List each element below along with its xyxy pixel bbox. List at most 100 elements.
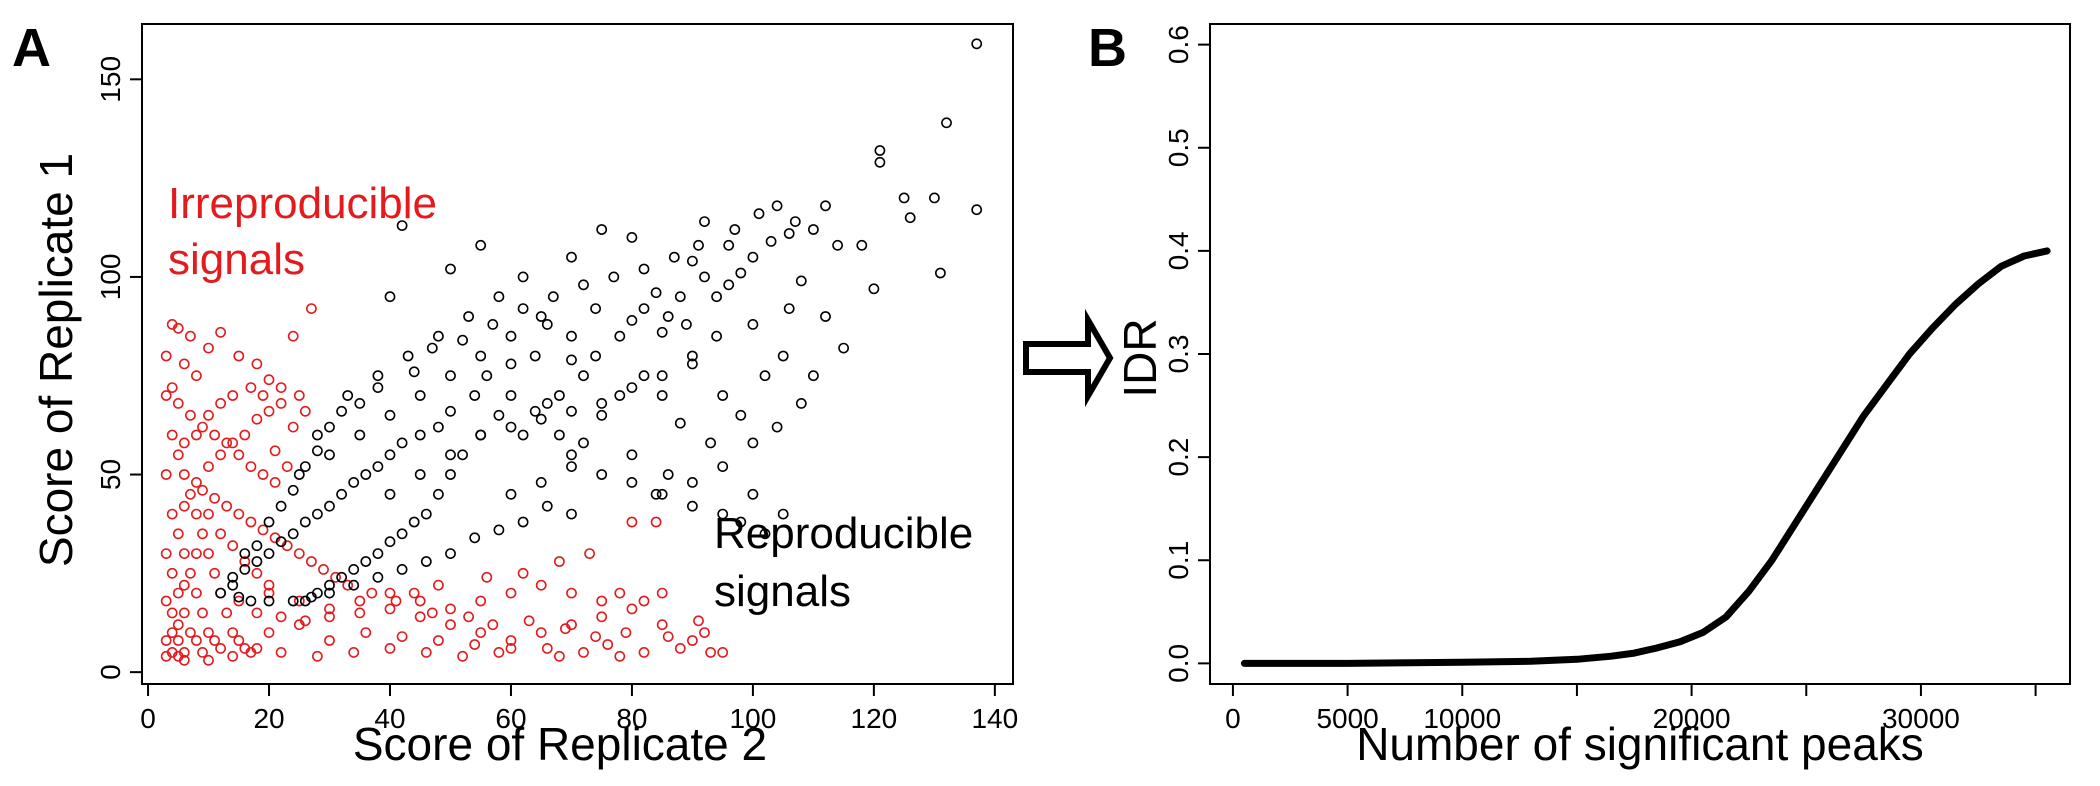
reproducible-point [935, 267, 946, 279]
irreproducible-point [178, 500, 190, 512]
irreproducible-point [227, 650, 239, 662]
irreproducible-point [578, 647, 589, 658]
reproducible-point [541, 397, 553, 409]
reproducible-point [384, 449, 396, 461]
reproducible-point [535, 413, 547, 425]
reproducible-point [384, 488, 396, 500]
panel-a-y-tick-label: 150 [95, 56, 126, 103]
reproducible-point [324, 587, 335, 599]
reproducible-point [656, 390, 668, 401]
irreproducible-point [160, 548, 172, 559]
reproducible-point [596, 409, 608, 421]
reproducible-point [354, 429, 366, 441]
reproducible-point [384, 409, 396, 421]
reproducible-point [808, 370, 819, 382]
panel-b-letter: B [1088, 18, 1127, 78]
irreproducible-point [166, 382, 178, 393]
reproducible-point [493, 409, 505, 421]
irreproducible-point [203, 548, 214, 559]
irreproducible-point [227, 437, 239, 449]
reproducible-point [445, 449, 456, 461]
irreproducible-point [445, 619, 456, 631]
reproducible-point [324, 449, 335, 461]
irreproducible-point [257, 524, 269, 536]
irreproducible-point [172, 619, 184, 631]
irreproducible-point [662, 631, 674, 642]
reproducible-point [626, 231, 638, 243]
reproducible-point [547, 291, 559, 303]
panel-a-y-tick-label: 50 [95, 459, 126, 490]
reproducible-point [626, 449, 638, 461]
irreproducible-point [233, 350, 245, 362]
irreproducible-point [650, 516, 662, 528]
panel-a-x-tick-label: 140 [971, 703, 1018, 734]
irreproducible-point [251, 358, 263, 370]
reproducible-point [529, 405, 541, 417]
irreproducible-point [257, 390, 269, 401]
reproducible-point [287, 484, 299, 496]
reproducible-point [668, 251, 680, 263]
irreproducible-point [197, 528, 208, 540]
reproducible-point [717, 461, 729, 472]
irreproducible-point [656, 587, 668, 599]
panel-a-plot-frame [141, 23, 1014, 685]
reproducible-point [687, 476, 698, 488]
reproducible-point [227, 579, 239, 591]
reproducible-point [311, 508, 323, 520]
irreproducible-point [493, 647, 505, 658]
irreproducible-point [638, 647, 650, 658]
reproducible-point [578, 437, 589, 449]
reproducible-point [681, 318, 692, 330]
irreproducible-point [160, 469, 172, 480]
reproducible-point [299, 461, 311, 472]
irreproducible-point [354, 607, 366, 619]
irreproducible-point [475, 627, 487, 638]
irreproducible-point [190, 508, 202, 520]
reproducible-annotation-line-1: Reproducible [714, 509, 973, 558]
reproducible-point [717, 390, 729, 401]
reproducible-point [783, 228, 795, 239]
irreproducible-point [426, 607, 438, 619]
irreproducible-point [233, 595, 245, 607]
reproducible-point [832, 239, 843, 251]
reproducible-point [305, 591, 317, 603]
irreproducible-point [656, 619, 668, 631]
reproducible-point [342, 390, 354, 401]
irreproducible-annotation-line-2: signals [168, 235, 305, 284]
irreproducible-annotation-line-1: Irreproducible [168, 179, 437, 228]
panel-a-x-tick-label: 40 [374, 703, 405, 734]
irreproducible-point [160, 350, 172, 362]
irreproducible-point [324, 611, 335, 623]
reproducible-point [693, 239, 704, 251]
reproducible-point [759, 370, 771, 382]
reproducible-point [396, 220, 408, 231]
irreproducible-point [190, 429, 202, 441]
reproducible-point [233, 591, 245, 603]
reproducible-point [541, 500, 553, 512]
panel-a-x-tick-label: 0 [140, 703, 156, 734]
irreproducible-point [293, 390, 305, 401]
irreproducible-point [699, 627, 710, 638]
reproducible-point [432, 488, 444, 500]
panel-b-y-tick-label: 0.5 [1163, 128, 1194, 167]
reproducible-point [227, 571, 239, 583]
irreproducible-point [263, 579, 275, 591]
reproducible-point [469, 390, 481, 401]
reproducible-point [735, 409, 747, 421]
reproducible-point [324, 421, 335, 433]
reproducible-point [674, 291, 686, 303]
reproducible-point [535, 311, 547, 322]
irreproducible-point [318, 564, 329, 575]
reproducible-point [735, 516, 747, 528]
reproducible-point [505, 390, 517, 401]
panel-a-x-axis: 0 20 40 60 80 100 120 140 [140, 684, 1018, 734]
irreproducible-point [523, 615, 535, 627]
reproducible-point [674, 417, 686, 429]
reproducible-point [971, 38, 983, 50]
irreproducible-point [251, 567, 263, 579]
reproducible-point [626, 382, 638, 393]
reproducible-point [384, 291, 396, 303]
reproducible-point [656, 370, 668, 382]
irreproducible-point [384, 587, 396, 599]
reproducible-point [354, 397, 366, 409]
